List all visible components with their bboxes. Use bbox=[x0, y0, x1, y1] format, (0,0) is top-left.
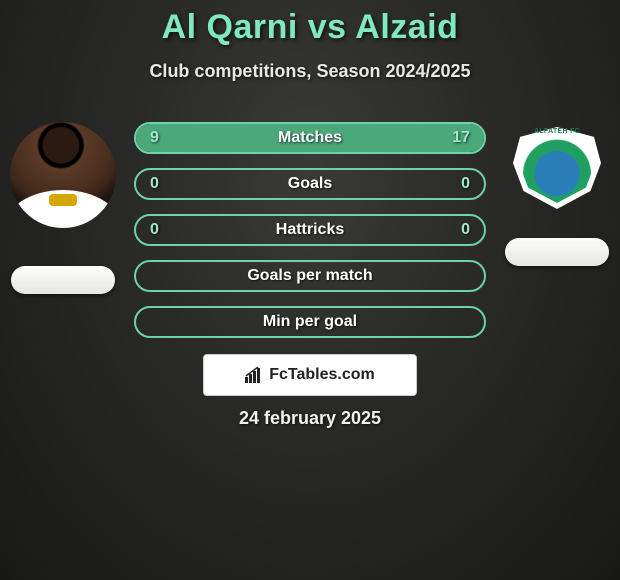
club-logo-text: ALFATEH FC bbox=[534, 128, 580, 135]
stat-label: Goals bbox=[288, 175, 332, 193]
stat-value-left: 0 bbox=[150, 175, 159, 193]
player-right-team-chip bbox=[505, 238, 609, 266]
comparison-card: Al Qarni vs Alzaid Club competitions, Se… bbox=[0, 0, 620, 580]
brand-text: FcTables.com bbox=[269, 366, 375, 384]
player-left-avatar bbox=[10, 122, 116, 228]
stats-rows: 9 Matches 17 0 Goals 0 0 Hattricks 0 Goa… bbox=[134, 122, 486, 352]
stat-value-right: 17 bbox=[452, 129, 470, 147]
player-left-team-chip bbox=[11, 266, 115, 294]
brand-watermark[interactable]: FcTables.com bbox=[203, 354, 417, 396]
stat-row: 0 Hattricks 0 bbox=[134, 214, 486, 246]
stat-label: Goals per match bbox=[247, 267, 372, 285]
stat-value-right: 0 bbox=[461, 175, 470, 193]
player-right-group: ALFATEH FC bbox=[500, 122, 614, 266]
stat-label: Hattricks bbox=[276, 221, 344, 239]
stat-row: Min per goal bbox=[134, 306, 486, 338]
chart-icon bbox=[245, 367, 263, 383]
stat-row: Goals per match bbox=[134, 260, 486, 292]
stat-row: 0 Goals 0 bbox=[134, 168, 486, 200]
date-label: 24 february 2025 bbox=[239, 408, 381, 429]
page-title: Al Qarni vs Alzaid bbox=[0, 8, 620, 47]
stat-row: 9 Matches 17 bbox=[134, 122, 486, 154]
subtitle: Club competitions, Season 2024/2025 bbox=[0, 61, 620, 82]
stat-label: Matches bbox=[278, 129, 342, 147]
stat-value-right: 0 bbox=[461, 221, 470, 239]
player-right-club-logo: ALFATEH FC bbox=[505, 122, 609, 214]
stat-value-left: 9 bbox=[150, 129, 159, 147]
stat-value-left: 0 bbox=[150, 221, 159, 239]
player-left-group bbox=[6, 122, 120, 294]
stat-label: Min per goal bbox=[263, 313, 357, 331]
